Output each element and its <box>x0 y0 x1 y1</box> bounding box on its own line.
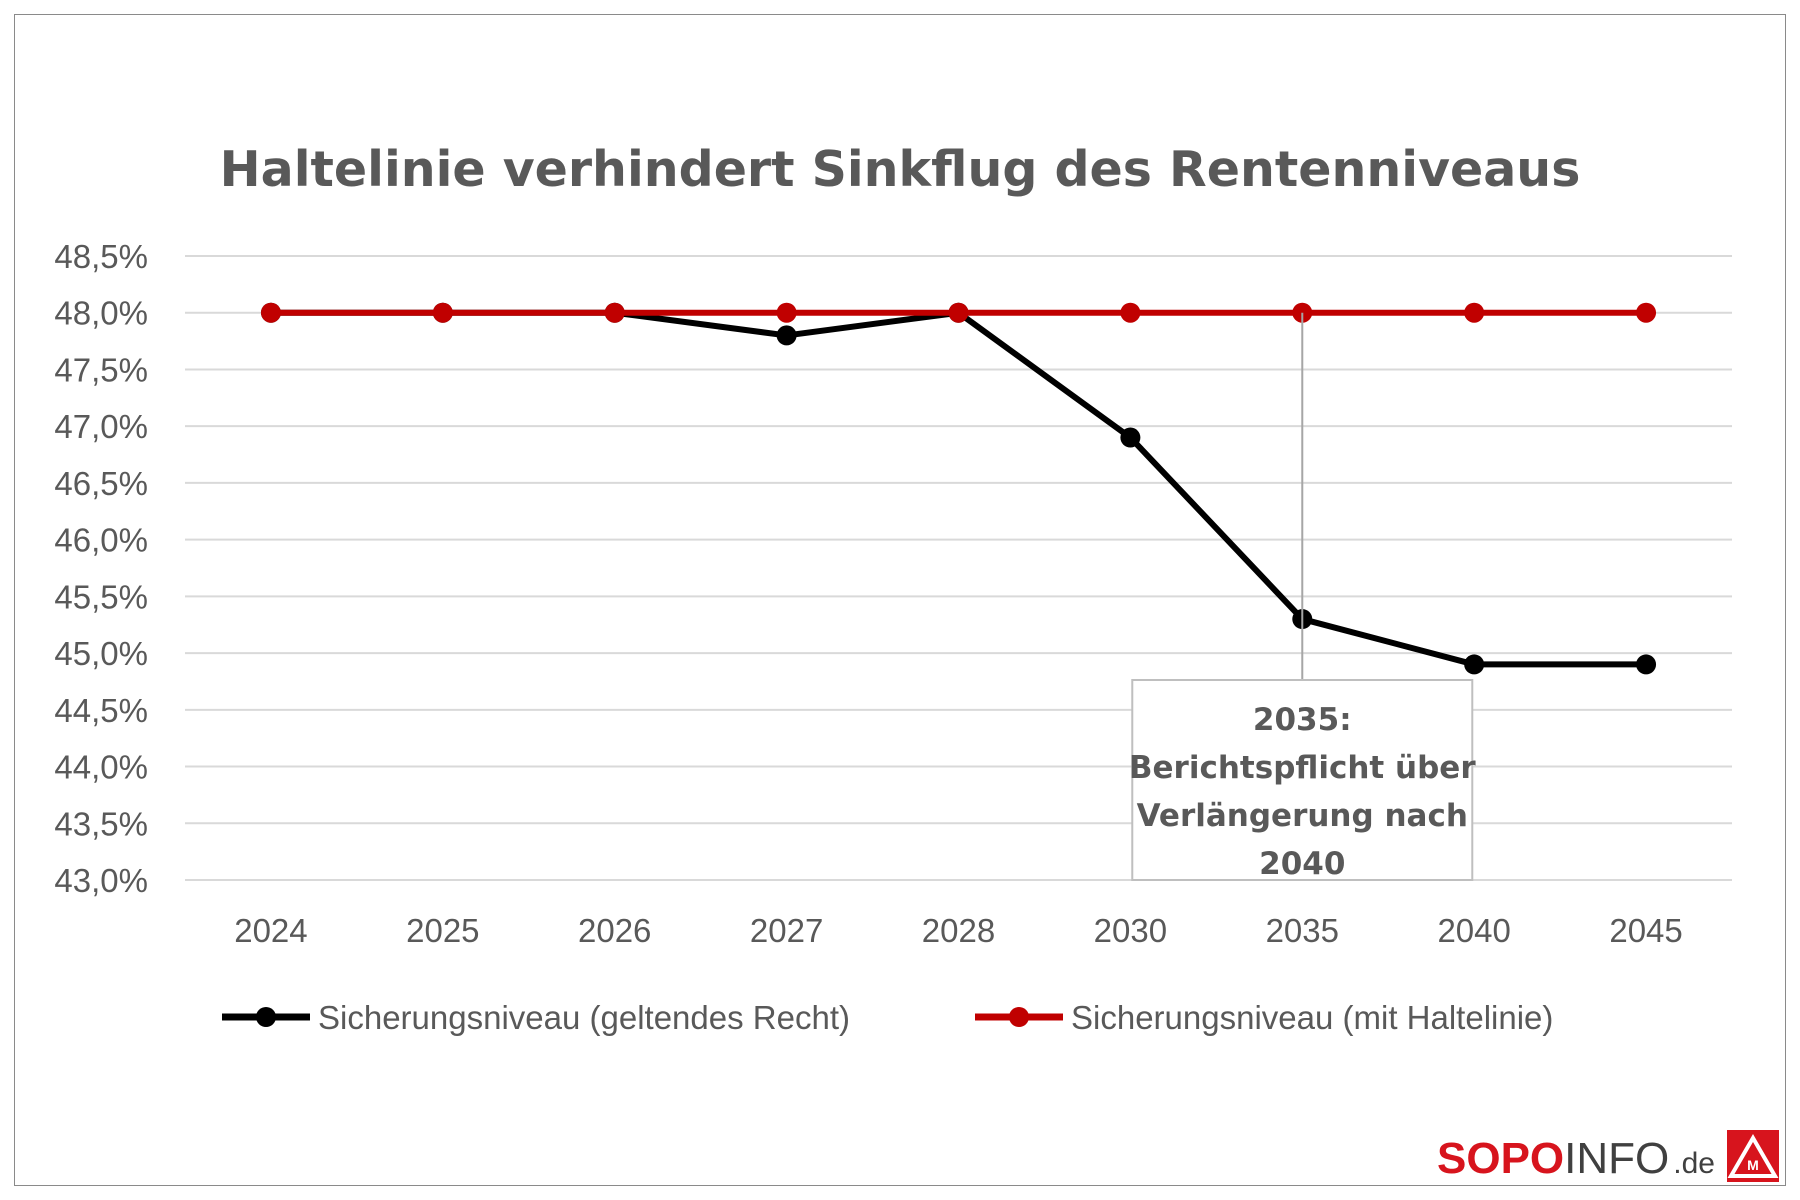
callout-line: Verlängerung nach <box>1137 798 1468 834</box>
x-tick-label: 2024 <box>234 912 307 949</box>
data-point <box>432 302 453 323</box>
svg-text:M: M <box>1747 1157 1759 1173</box>
data-point <box>604 302 625 323</box>
data-point <box>1636 654 1657 675</box>
x-tick-label: 2040 <box>1437 912 1510 949</box>
legend: Sicherungsniveau (geltendes Recht) Sicher… <box>222 999 1553 1036</box>
chart-title: Haltelinie verhindert Sinkflug des Rente… <box>220 141 1581 198</box>
y-tick-label: 43,0% <box>54 862 148 899</box>
data-point <box>1464 302 1485 323</box>
data-point <box>948 302 969 323</box>
y-tick-label: 46,0% <box>54 522 148 559</box>
ig-metall-logo-icon: M <box>1727 1130 1779 1182</box>
y-axis-ticks: 48,5% 48,0% 47,5% 47,0% 46,5% 46,0% 45,5% 45,0%… <box>54 238 148 899</box>
data-point <box>1120 427 1141 448</box>
callout-line: Berichtspflicht über <box>1129 750 1476 786</box>
series-geltendes-recht <box>260 302 1657 675</box>
y-tick-label: 47,0% <box>54 408 148 445</box>
callout-box <box>1131 679 1474 881</box>
legend-label: Sicherungsniveau (geltendes Recht) <box>318 999 850 1036</box>
legend-label: Sicherungsniveau (mit Haltelinie) <box>1071 999 1553 1036</box>
brand-de: .de <box>1673 1147 1715 1180</box>
legend-swatch-marker <box>256 1007 276 1027</box>
data-point <box>776 325 797 346</box>
y-tick-label: 47,5% <box>54 351 148 388</box>
x-tick-label: 2035 <box>1266 912 1339 949</box>
callout-line: 2035: <box>1253 702 1352 738</box>
data-point <box>1636 302 1657 323</box>
y-tick-label: 43,5% <box>54 805 148 842</box>
data-point <box>260 302 281 323</box>
data-point <box>1120 302 1141 323</box>
sopoinfo-brand: SOPOINFO .de M <box>1437 1130 1779 1183</box>
legend-swatch-marker <box>1009 1007 1029 1027</box>
gridlines <box>185 255 1732 881</box>
callout-line: 2040 <box>1259 846 1345 882</box>
chart-frame <box>14 14 1786 1186</box>
data-point <box>776 302 797 323</box>
y-tick-label: 46,5% <box>54 465 148 502</box>
x-axis-ticks: 2024 2025 2026 2027 2028 2030 2035 2040 2045 <box>234 912 1683 949</box>
brand-sopo: SOPO <box>1437 1134 1564 1183</box>
y-tick-label: 45,5% <box>54 578 148 615</box>
legend-item: Sicherungsniveau (geltendes Recht) <box>222 999 850 1036</box>
series-haltelinie <box>260 302 1657 323</box>
data-point <box>1464 654 1485 675</box>
callout-text: 2035: Berichtspflicht über Verlängerung na… <box>1129 702 1476 882</box>
x-tick-label: 2028 <box>922 912 995 949</box>
series-line <box>270 309 1647 668</box>
callout-annotation: 2035: Berichtspflicht über Verlängerung na… <box>1129 312 1476 882</box>
y-tick-label: 48,5% <box>54 238 148 275</box>
series-layer <box>260 302 1657 675</box>
x-tick-label: 2027 <box>750 912 823 949</box>
x-tick-label: 2045 <box>1609 912 1682 949</box>
y-tick-label: 44,5% <box>54 692 148 729</box>
brand-info: INFO <box>1564 1134 1669 1183</box>
x-tick-label: 2030 <box>1094 912 1167 949</box>
y-tick-label: 45,0% <box>54 635 148 672</box>
y-tick-label: 44,0% <box>54 749 148 786</box>
legend-item: Sicherungsniveau (mit Haltelinie) <box>975 999 1553 1036</box>
y-tick-label: 48,0% <box>54 295 148 332</box>
x-tick-label: 2025 <box>406 912 479 949</box>
x-tick-label: 2026 <box>578 912 651 949</box>
brand-wordmark: SOPOINFO .de <box>1437 1134 1715 1183</box>
